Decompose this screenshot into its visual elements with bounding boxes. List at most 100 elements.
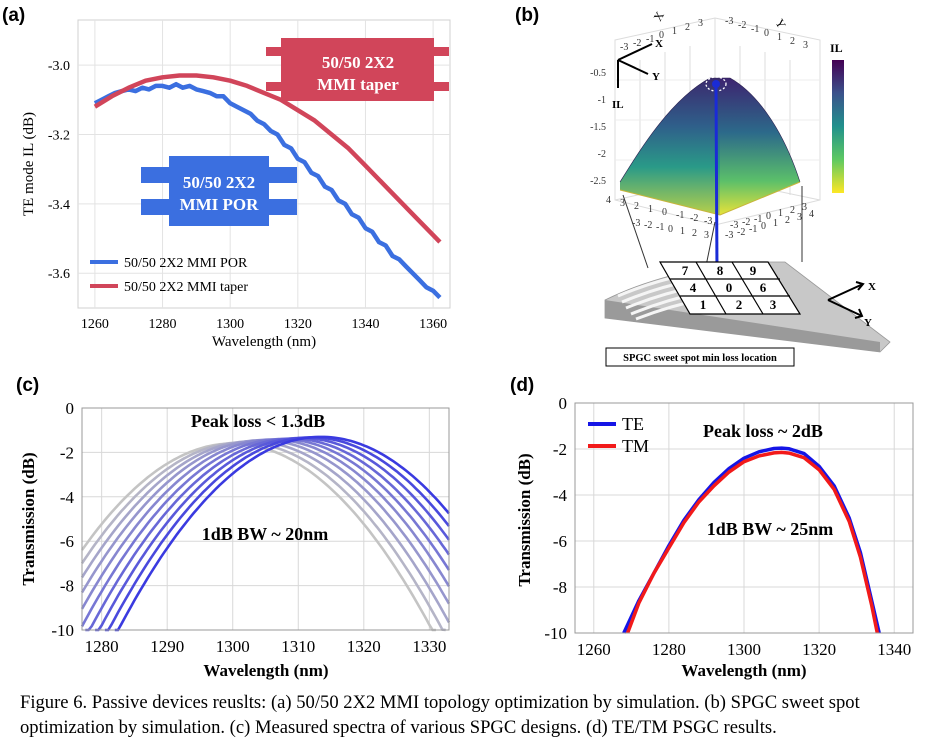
- il-surface: [619, 77, 801, 216]
- x-tick-label: 1320: [284, 317, 312, 332]
- figure-caption: Figure 6. Passive devices reuslts: (a) 5…: [20, 692, 860, 738]
- right-tick-label: 2: [785, 215, 790, 226]
- chart-c: 1280 1290 1300 1310 1320 1330 0 -2 -4 -6 -8 -10 Pea…: [19, 399, 451, 680]
- d-ylabel: Transmission (dB): [515, 453, 534, 586]
- panel-a-label: (a): [2, 5, 26, 26]
- top-tick-label: 3: [698, 18, 703, 29]
- z-tick-label: -1.5: [590, 122, 606, 133]
- top-tick-label: -1: [646, 34, 654, 45]
- y-tick-label: -4: [60, 488, 75, 507]
- axis-x-bottom: X: [868, 281, 876, 293]
- z-tick-label: -0.5: [590, 68, 606, 79]
- x-tick-label: 1280: [85, 637, 119, 656]
- y-tick-label: -8: [60, 577, 74, 596]
- front-tick-label: 3: [620, 198, 625, 209]
- top-tick-label: -2: [738, 20, 746, 31]
- svg-text:Y: Y: [772, 17, 789, 32]
- series-line-taper: [93, 73, 442, 244]
- grid-cell: 7: [682, 263, 689, 278]
- axis-y-top: Y: [652, 71, 660, 83]
- grid-cell: 6: [760, 280, 767, 295]
- axis-indicator-top: [617, 43, 653, 88]
- floor-tick-label: 3: [704, 230, 709, 241]
- grid-cell: 0: [726, 280, 733, 295]
- front-tick-label: 0: [662, 207, 667, 218]
- taper-box-line2: MMI taper: [317, 75, 399, 94]
- floor-tick-label: 2: [692, 228, 697, 239]
- top-tick-label: 0: [764, 28, 769, 39]
- grid-cell: 2: [736, 297, 743, 312]
- z-tick-label: -2: [598, 149, 606, 160]
- front-tick-label: -2: [690, 213, 698, 224]
- top-tick-label: 0: [659, 30, 664, 41]
- y-tick-label: -10: [544, 624, 567, 643]
- y-tick-label: -6: [60, 532, 74, 551]
- y-tick-label: -2: [553, 440, 567, 459]
- y-tick-label: -4: [553, 486, 568, 505]
- y-tick-label: 0: [66, 399, 75, 418]
- right-tick-label: 4: [809, 209, 814, 220]
- x-tick-label: 1300: [216, 317, 244, 332]
- z-tick-label: -1: [598, 95, 606, 106]
- y-tick-label: -10: [51, 621, 74, 640]
- projection-line: [714, 83, 719, 275]
- grid-cell: 3: [770, 297, 777, 312]
- floor-tick-label: -2: [742, 217, 750, 228]
- y-tick-label: -3.0: [48, 59, 70, 74]
- spectrum-line: [85, 437, 451, 632]
- y-tick-label: 0: [559, 394, 568, 413]
- y-tick-label: -6: [553, 532, 567, 551]
- floor-tick-label: 2: [790, 205, 795, 216]
- series-line-tm: [625, 450, 880, 634]
- d-peak-annotation: Peak loss ~ 2dB: [703, 421, 823, 441]
- x-tick-label: 1280: [652, 640, 686, 659]
- top-tick-label: -2: [633, 38, 641, 49]
- top-tick-label: -3: [620, 42, 628, 53]
- top-tick-label: -1: [751, 24, 759, 35]
- x-tick-label: 1300: [216, 637, 250, 656]
- spectrum-line: [104, 435, 451, 632]
- x-tick-label: 1330: [412, 637, 446, 656]
- por-box-line2: MMI POR: [180, 195, 260, 214]
- grid-cell: 4: [690, 280, 697, 295]
- y-tick-label: -3.2: [48, 128, 70, 143]
- chart-a: 1260 1280 1300 1320 1340 1360 -3.0 -3.2 -3.4 -3.6…: [21, 19, 451, 350]
- front-tick-label: -1: [676, 210, 684, 221]
- series-line-por: [93, 81, 442, 300]
- x-tick-label: 1260: [577, 640, 611, 659]
- colorbar: [832, 60, 844, 193]
- floor-tick-label: -1: [754, 214, 762, 225]
- grid-cell: 8: [717, 263, 724, 278]
- axis-y-bottom: Y: [864, 317, 872, 329]
- front-tick-label: -3: [704, 216, 712, 227]
- front-tick-label: 1: [648, 204, 653, 215]
- x-tick-label: 1340: [877, 640, 911, 659]
- svg-text:X: X: [650, 9, 667, 24]
- d-xlabel: Wavelength (nm): [681, 661, 806, 680]
- panel-d-label: (d): [510, 375, 535, 396]
- axis-indicator-bottom: [827, 281, 865, 319]
- c-xlabel: Wavelength (nm): [203, 661, 328, 680]
- spectrum-line: [114, 435, 450, 632]
- chart-d: 1260 1280 1300 1320 1340 0 -2 -4 -6 -8 -10 TE TM P…: [515, 394, 914, 680]
- c-peak-annotation: Peak loss < 1.3dB: [191, 411, 325, 431]
- x-tick-label: 1260: [81, 317, 109, 332]
- a-ylabel: TE mode IL (dB): [21, 112, 37, 216]
- panel-b-label: (b): [515, 5, 540, 26]
- legend-taper: 50/50 2X2 MMI taper: [124, 280, 248, 295]
- z-tick-label: -2.5: [590, 176, 606, 187]
- y-tick-label: -3.4: [48, 198, 70, 213]
- c-ylabel: Transmission (dB): [19, 452, 38, 585]
- c-bw-annotation: 1dB BW ~ 20nm: [202, 524, 329, 544]
- por-box-line1: 50/50 2X2: [183, 173, 255, 192]
- x-tick-label: 1300: [727, 640, 761, 659]
- front-tick-label: 4: [606, 195, 611, 206]
- floor-tick-label: 1: [778, 208, 783, 219]
- top-tick-label: 3: [803, 40, 808, 51]
- x-tick-label: 1360: [419, 317, 447, 332]
- right-tick-label: 3: [797, 212, 802, 223]
- spectrum-line: [80, 437, 451, 628]
- right-tick-label: -3: [725, 230, 733, 241]
- y-tick-label: -3.6: [48, 267, 70, 282]
- legend-tm: TM: [622, 436, 649, 456]
